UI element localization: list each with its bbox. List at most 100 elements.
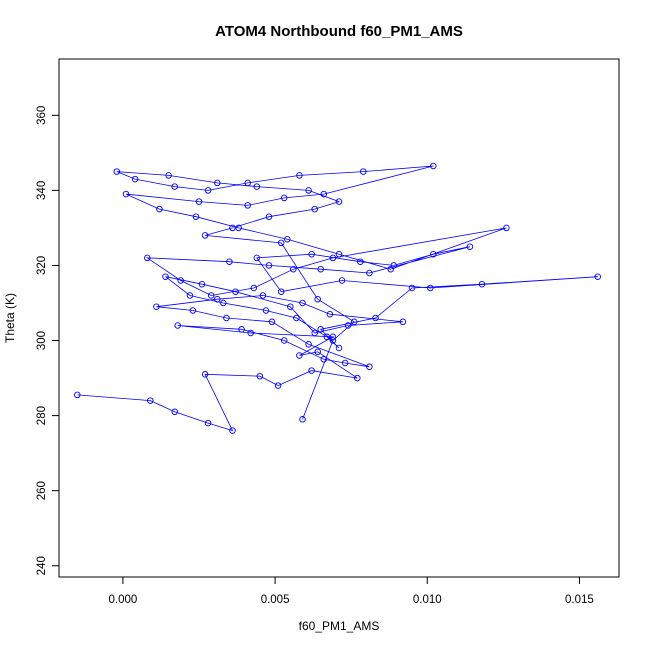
data-point — [265, 213, 273, 220]
y-tick-label: 260 — [36, 481, 48, 500]
data-point — [466, 243, 474, 250]
data-point — [335, 250, 343, 258]
data-point — [171, 408, 178, 416]
data-point — [268, 318, 276, 326]
data-point — [320, 356, 328, 363]
data-point — [350, 318, 358, 326]
data-point — [280, 194, 288, 202]
y-tick-label: 360 — [36, 106, 48, 125]
data-point — [366, 269, 373, 277]
data-point — [250, 284, 258, 292]
data-point — [314, 348, 321, 356]
series-layer — [74, 162, 601, 434]
data-point — [335, 198, 343, 205]
data-point — [171, 183, 178, 190]
data-point — [430, 162, 437, 170]
data-point — [113, 168, 121, 175]
series-line — [77, 165, 598, 432]
data-point — [299, 416, 306, 423]
data-point — [320, 190, 328, 198]
data-point — [229, 224, 236, 232]
data-point — [317, 326, 324, 333]
data-point — [344, 322, 352, 329]
data-point — [314, 295, 321, 303]
data-point — [265, 262, 273, 269]
data-point — [299, 299, 306, 307]
data-point — [290, 265, 297, 273]
data-point — [357, 258, 364, 265]
data-point — [427, 284, 434, 292]
data-point — [223, 314, 230, 322]
data-point — [305, 341, 312, 348]
data-point — [238, 326, 245, 333]
data-point — [204, 419, 212, 427]
data-point — [174, 322, 181, 329]
data-point — [387, 265, 394, 273]
data-point — [162, 273, 169, 280]
data-point — [144, 254, 151, 262]
data-point — [293, 314, 300, 322]
data-point — [296, 352, 303, 359]
data-point — [503, 224, 510, 232]
data-point — [366, 363, 373, 371]
data-point — [204, 187, 212, 194]
data-point — [156, 205, 163, 213]
data-point — [244, 202, 251, 209]
data-point — [311, 329, 318, 337]
data-point — [256, 372, 264, 380]
x-tick-label: 0.000 — [109, 594, 138, 606]
data-point — [214, 295, 221, 303]
data-point — [165, 172, 172, 179]
data-point — [594, 273, 601, 280]
data-point — [232, 288, 239, 295]
data-point — [280, 337, 288, 344]
data-point — [287, 303, 294, 310]
data-point — [189, 307, 197, 314]
y-tick-label: 280 — [36, 406, 48, 425]
y-axis: 240 260 280 300 320 340 360 — [36, 106, 59, 575]
x-tick-label: 0.015 — [565, 594, 594, 606]
data-point — [247, 329, 254, 337]
y-tick-label: 240 — [36, 556, 48, 575]
data-point — [329, 254, 337, 262]
data-point — [308, 250, 315, 258]
data-point — [274, 382, 282, 389]
data-point — [153, 303, 160, 310]
data-point — [323, 333, 331, 341]
data-point — [317, 265, 324, 273]
data-point — [296, 172, 303, 179]
y-tick-label: 300 — [36, 331, 48, 350]
x-axis-label: f60_PM1_AMS — [299, 619, 380, 633]
data-point — [201, 232, 209, 239]
x-axis: 0.000 0.005 0.010 0.015 — [109, 577, 594, 606]
data-point — [214, 179, 221, 187]
data-point — [354, 374, 361, 382]
data-point — [277, 239, 285, 247]
data-point — [329, 337, 337, 344]
data-point — [198, 280, 206, 288]
data-point — [311, 205, 318, 213]
data-point — [235, 224, 242, 232]
data-point — [326, 310, 334, 318]
data-point — [399, 318, 407, 326]
data-point — [262, 307, 270, 314]
data-point — [478, 280, 486, 288]
data-point — [131, 175, 139, 183]
data-point — [372, 314, 379, 322]
data-point — [338, 277, 346, 284]
y-tick-label: 340 — [36, 181, 48, 200]
data-point — [335, 344, 343, 352]
data-point — [390, 262, 398, 269]
data-point — [360, 168, 367, 175]
data-point — [186, 292, 194, 299]
data-point — [122, 190, 130, 198]
chart-title: ATOM4 Northbound f60_PM1_AMS — [215, 23, 463, 40]
data-point — [220, 299, 227, 307]
data-point — [177, 277, 184, 284]
data-point — [192, 213, 200, 220]
data-point — [229, 427, 236, 434]
data-point — [305, 187, 312, 194]
y-tick-label: 320 — [36, 256, 48, 275]
data-point — [284, 235, 291, 243]
